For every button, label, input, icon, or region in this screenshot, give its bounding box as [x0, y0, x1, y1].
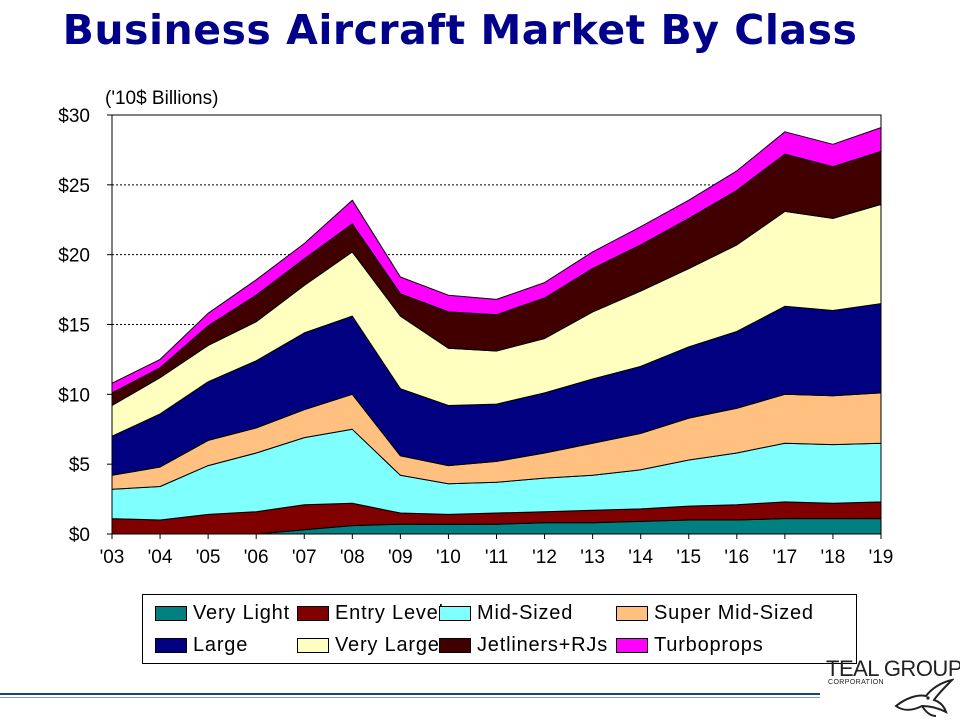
y-tick-label: $10 — [58, 385, 90, 406]
x-tick-label: '04 — [148, 547, 173, 568]
chart-title: Business Aircraft Market By Class — [62, 6, 858, 54]
x-tick-label: '09 — [388, 547, 413, 568]
bird-icon — [894, 678, 954, 717]
legend-item: Entry Level — [297, 600, 444, 626]
y-tick-label: $5 — [69, 455, 90, 476]
x-tick-label: '03 — [100, 547, 125, 568]
y-tick-label: $0 — [69, 525, 90, 546]
legend-item: Very Large — [297, 632, 440, 658]
legend-label: Turboprops — [654, 633, 764, 656]
stacked-areas — [111, 127, 882, 535]
x-tick-label: '10 — [436, 547, 461, 568]
logo-name: TEAL GROUP — [826, 656, 960, 681]
legend-label: Very Large — [335, 633, 440, 656]
footer-rule-thin — [0, 697, 820, 698]
y-tick-label: $20 — [58, 246, 90, 267]
legend-swatch — [439, 637, 471, 653]
legend-label: Jetliners+RJs — [477, 633, 608, 656]
x-tick-label: '16 — [724, 547, 749, 568]
legend-item: Very Light — [155, 600, 290, 626]
legend-swatch — [616, 605, 648, 621]
legend-swatch — [616, 637, 648, 653]
x-tick-label: '08 — [340, 547, 365, 568]
x-tick-label: '13 — [580, 547, 605, 568]
y-tick-label: $15 — [58, 316, 90, 337]
x-tick-label: '11 — [485, 547, 508, 568]
footer-rule — [0, 693, 820, 695]
x-tick-label: '07 — [292, 547, 317, 568]
x-tick-label: '06 — [244, 547, 269, 568]
legend-swatch — [155, 605, 187, 621]
logo-sub: CORPORATION — [828, 679, 884, 686]
x-tick-label: '14 — [628, 547, 653, 568]
x-tick-label: '05 — [196, 547, 221, 568]
legend-item: Mid-Sized — [439, 600, 573, 626]
legend-label: Mid-Sized — [477, 601, 574, 624]
unit-label: ('10$ Billions) — [105, 88, 218, 109]
x-tick-label: '18 — [821, 547, 846, 568]
x-tick-label: '15 — [676, 547, 701, 568]
axes: $0 $5 $10 $15 $20 $25 $30 '03 '04 '05 '06 '07 '08 '09… — [58, 106, 893, 568]
legend-item: Turboprops — [616, 632, 764, 658]
legend-swatch — [297, 637, 329, 653]
legend-label: Large — [193, 633, 249, 656]
legend-item: Large — [155, 632, 248, 658]
legend-swatch — [439, 605, 471, 621]
legend-label: Entry Level — [335, 601, 444, 624]
legend: Very Light Entry Level Mid-Sized Super Mid-… — [142, 594, 857, 664]
legend-item: Super Mid-Sized — [616, 600, 814, 626]
legend-swatch — [155, 637, 187, 653]
x-tick-label: '17 — [772, 547, 797, 568]
y-tick-label: $25 — [58, 176, 90, 197]
x-tick-label: '19 — [869, 547, 894, 568]
legend-swatch — [297, 605, 329, 621]
legend-item: Jetliners+RJs — [439, 632, 608, 658]
teal-group-logo: TEAL GROUP CORPORATION — [826, 656, 960, 718]
y-tick-label: $30 — [58, 106, 90, 127]
x-tick-label: '12 — [532, 547, 557, 568]
area-chart: $0 $5 $10 $15 $20 $25 $30 '03 '04 '05 '06 '07 '08 '09… — [58, 88, 893, 568]
legend-label: Super Mid-Sized — [654, 601, 814, 624]
legend-label: Very Light — [193, 601, 290, 624]
